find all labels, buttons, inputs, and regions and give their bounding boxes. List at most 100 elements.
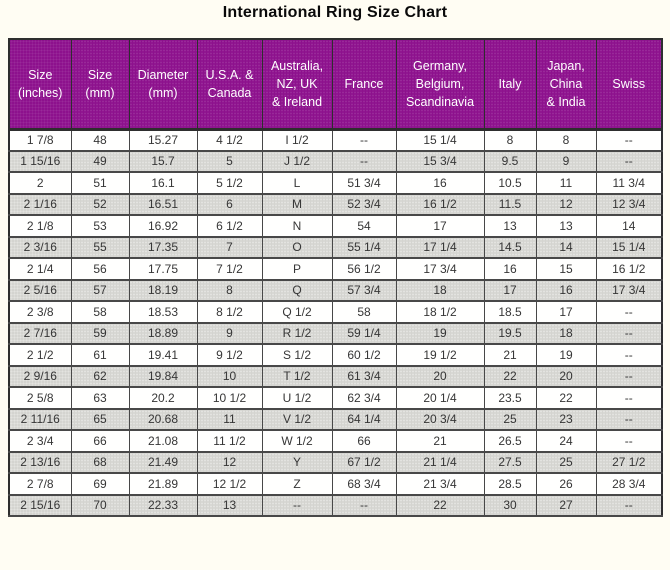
table-cell: 9 1/2: [196, 343, 263, 367]
table-cell: 2 15/16: [8, 493, 72, 517]
table-cell: 65: [70, 407, 130, 431]
header-row: Size (inches) Size (mm) Diameter (mm) U.S.A…: [8, 38, 663, 131]
table-cell: 9: [196, 321, 263, 345]
table-cell: 2 9/16: [8, 364, 72, 388]
table-row: 1 7/8 48 15.27 4 1/2 I 1/2 -- 15 1/4 8 8 --: [8, 128, 663, 152]
table-cell: 62 3/4: [331, 386, 397, 410]
table-cell: 22: [535, 386, 597, 410]
table-cell: 19.84: [128, 364, 198, 388]
table-cell: 58: [70, 300, 130, 324]
table-cell: 69: [70, 472, 130, 496]
table-cell: 66: [70, 429, 130, 453]
table-header: Size (inches) Size (mm) Diameter (mm) U.S.A…: [8, 38, 663, 131]
table-cell: 6: [196, 192, 263, 216]
table-cell: 20.68: [128, 407, 198, 431]
table-cell: 18.89: [128, 321, 198, 345]
table-cell: 20: [535, 364, 597, 388]
table-cell: --: [595, 386, 663, 410]
table-cell: --: [595, 149, 663, 173]
column-header: Size (mm): [70, 38, 130, 131]
table-cell: 15 3/4: [395, 149, 485, 173]
table-cell: 2 3/16: [8, 235, 72, 259]
table-cell: 4 1/2: [196, 128, 263, 152]
table-cell: 61: [70, 343, 130, 367]
table-cell: 17.75: [128, 257, 198, 281]
table-cell: 27.5: [483, 450, 537, 474]
table-cell: 16 1/2: [395, 192, 485, 216]
table-cell: 8: [535, 128, 597, 152]
table-cell: 2 1/2: [8, 343, 72, 367]
table-cell: I 1/2: [261, 128, 333, 152]
table-cell: 24: [535, 429, 597, 453]
table-cell: O: [261, 235, 333, 259]
table-row: 2 5/8 63 20.2 10 1/2 U 1/2 62 3/4 20 1/4 23.5 22…: [8, 386, 663, 410]
table-cell: 25: [483, 407, 537, 431]
table-cell: 17 1/4: [395, 235, 485, 259]
table-cell: V 1/2: [261, 407, 333, 431]
table-cell: 20.2: [128, 386, 198, 410]
table-cell: 57 3/4: [331, 278, 397, 302]
table-cell: 56: [70, 257, 130, 281]
table-cell: 55 1/4: [331, 235, 397, 259]
table-cell: 21.89: [128, 472, 198, 496]
table-cell: 26: [535, 472, 597, 496]
table-cell: J 1/2: [261, 149, 333, 173]
table-cell: 28 3/4: [595, 472, 663, 496]
table-cell: 49: [70, 149, 130, 173]
table-cell: 10.5: [483, 171, 537, 195]
table-cell: 68 3/4: [331, 472, 397, 496]
table-row: 2 3/16 55 17.35 7 O 55 1/4 17 1/4 14.5 14 15 1/4: [8, 235, 663, 259]
table-cell: 25: [535, 450, 597, 474]
table-cell: 17: [535, 300, 597, 324]
table-cell: 17 3/4: [395, 257, 485, 281]
table-cell: 12 3/4: [595, 192, 663, 216]
table-cell: 55: [70, 235, 130, 259]
table-cell: U 1/2: [261, 386, 333, 410]
table-cell: 14.5: [483, 235, 537, 259]
table-cell: 67 1/2: [331, 450, 397, 474]
table-cell: M: [261, 192, 333, 216]
column-header: Italy: [483, 38, 537, 131]
table-cell: 19: [535, 343, 597, 367]
table-cell: 12: [196, 450, 263, 474]
table-cell: 70: [70, 493, 130, 517]
table-cell: T 1/2: [261, 364, 333, 388]
table-cell: 22: [395, 493, 485, 517]
table-cell: L: [261, 171, 333, 195]
table-cell: 52: [70, 192, 130, 216]
table-cell: 68: [70, 450, 130, 474]
table-row: 2 13/16 68 21.49 12 Y 67 1/2 21 1/4 27.5 25 27 1/…: [8, 450, 663, 474]
table-cell: 51 3/4: [331, 171, 397, 195]
table-body: 1 7/8 48 15.27 4 1/2 I 1/2 -- 15 1/4 8 8 -- 1 15/1…: [8, 128, 663, 517]
table-cell: 11 3/4: [595, 171, 663, 195]
table-cell: 1 15/16: [8, 149, 72, 173]
table-cell: 5 1/2: [196, 171, 263, 195]
table-cell: --: [595, 493, 663, 517]
table-cell: --: [331, 128, 397, 152]
table-cell: 2 7/8: [8, 472, 72, 496]
table-cell: 7: [196, 235, 263, 259]
table-cell: 16: [395, 171, 485, 195]
table-cell: 19.41: [128, 343, 198, 367]
table-cell: 2 1/8: [8, 214, 72, 238]
table-cell: 15: [535, 257, 597, 281]
table-cell: 59 1/4: [331, 321, 397, 345]
table-cell: 64 1/4: [331, 407, 397, 431]
table-cell: S 1/2: [261, 343, 333, 367]
table-cell: Y: [261, 450, 333, 474]
table-cell: --: [595, 407, 663, 431]
table-cell: 18.5: [483, 300, 537, 324]
table-cell: 16.1: [128, 171, 198, 195]
table-row: 2 5/16 57 18.19 8 Q 57 3/4 18 17 16 17 3/4: [8, 278, 663, 302]
table-cell: 28.5: [483, 472, 537, 496]
table-cell: --: [331, 149, 397, 173]
table-cell: 6 1/2: [196, 214, 263, 238]
table-cell: 8: [196, 278, 263, 302]
ring-size-table: Size (inches) Size (mm) Diameter (mm) U.S.A…: [8, 38, 663, 517]
table-cell: 19.5: [483, 321, 537, 345]
table-row: 2 7/16 59 18.89 9 R 1/2 59 1/4 19 19.5 18 --: [8, 321, 663, 345]
table-cell: 51: [70, 171, 130, 195]
table-cell: 15.27: [128, 128, 198, 152]
table-cell: --: [595, 343, 663, 367]
table-cell: 18 1/2: [395, 300, 485, 324]
